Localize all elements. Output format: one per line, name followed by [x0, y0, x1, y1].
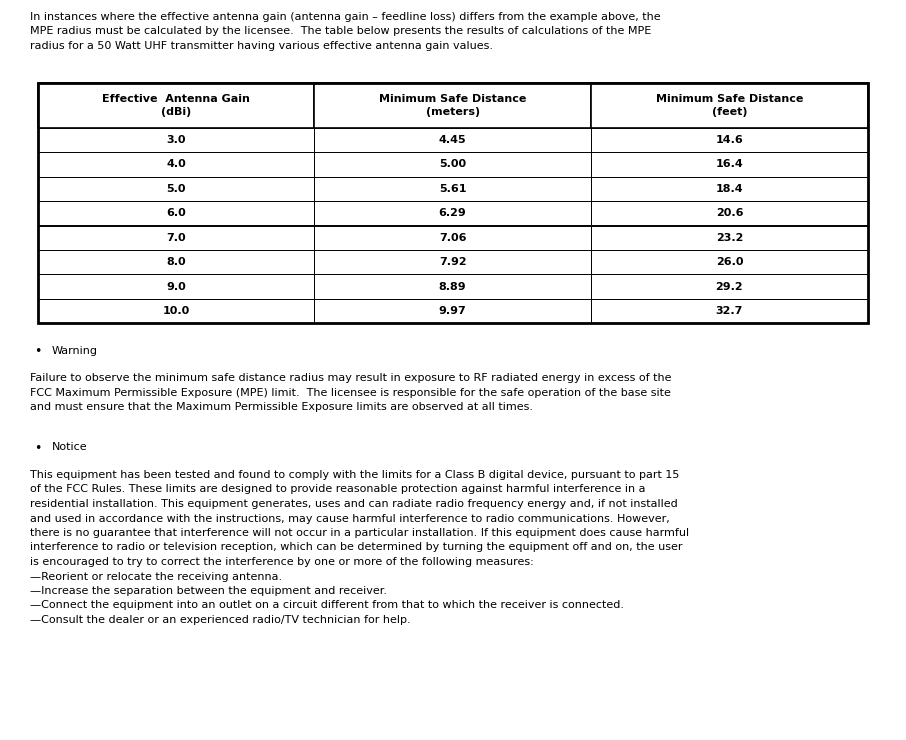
Text: 5.00: 5.00	[439, 159, 467, 169]
Bar	[591, 127, 868, 152]
Text: 5.61: 5.61	[439, 184, 467, 194]
Bar	[314, 299, 591, 323]
Bar	[591, 299, 868, 323]
Bar	[38, 84, 314, 127]
Text: 14.6: 14.6	[716, 135, 743, 145]
Text: and used in accordance with the instructions, may cause harmful interference to : and used in accordance with the instruct…	[30, 514, 670, 523]
Bar	[314, 152, 591, 177]
Bar	[591, 250, 868, 275]
Text: there is no guarantee that interference will not occur in a particular installat: there is no guarantee that interference …	[30, 528, 689, 538]
Bar	[591, 84, 868, 127]
Text: 7.92: 7.92	[439, 258, 467, 267]
Text: interference to radio or television reception, which can be determined by turnin: interference to radio or television rece…	[30, 542, 682, 553]
Text: 4.0: 4.0	[167, 159, 186, 169]
Text: and must ensure that the Maximum Permissible Exposure limits are observed at all: and must ensure that the Maximum Permiss…	[30, 403, 533, 412]
Text: 5.0: 5.0	[167, 184, 186, 194]
Text: —Connect the equipment into an outlet on a circuit different from that to which : —Connect the equipment into an outlet on…	[30, 600, 624, 610]
Text: is encouraged to try to correct the interference by one or more of the following: is encouraged to try to correct the inte…	[30, 557, 534, 567]
Text: 6.0: 6.0	[167, 208, 186, 218]
Text: of the FCC Rules. These limits are designed to provide reasonable protection aga: of the FCC Rules. These limits are desig…	[30, 485, 645, 494]
Bar	[38, 201, 314, 226]
Bar	[38, 152, 314, 177]
Bar	[38, 177, 314, 201]
Text: 8.0: 8.0	[167, 258, 186, 267]
Text: 6.29: 6.29	[439, 208, 467, 218]
Text: 23.2: 23.2	[716, 233, 743, 243]
Text: 20.6: 20.6	[716, 208, 743, 218]
Text: 7.06: 7.06	[439, 233, 467, 243]
Text: Failure to observe the minimum safe distance radius may result in exposure to RF: Failure to observe the minimum safe dist…	[30, 374, 671, 383]
Bar	[314, 177, 591, 201]
Text: residential installation. This equipment generates, uses and can radiate radio f: residential installation. This equipment…	[30, 499, 678, 509]
Bar	[591, 275, 868, 299]
Bar	[314, 226, 591, 250]
Bar	[591, 226, 868, 250]
Text: —Reorient or relocate the receiving antenna.: —Reorient or relocate the receiving ante…	[30, 571, 282, 582]
Bar	[314, 84, 591, 127]
Text: 8.89: 8.89	[439, 282, 467, 292]
Bar	[591, 177, 868, 201]
Text: MPE radius must be calculated by the licensee.  The table below presents the res: MPE radius must be calculated by the lic…	[30, 27, 651, 36]
Bar	[591, 201, 868, 226]
Bar	[38, 250, 314, 275]
Text: In instances where the effective antenna gain (antenna gain – feedline loss) dif: In instances where the effective antenna…	[30, 12, 660, 22]
Text: 16.4: 16.4	[716, 159, 743, 169]
Text: 7.0: 7.0	[167, 233, 186, 243]
Text: 26.0: 26.0	[716, 258, 743, 267]
Text: 4.45: 4.45	[439, 135, 467, 145]
Text: 32.7: 32.7	[716, 306, 743, 316]
Bar	[314, 275, 591, 299]
Bar	[314, 250, 591, 275]
Bar	[38, 84, 868, 323]
Text: •: •	[34, 442, 42, 455]
Text: —Increase the separation between the equipment and receiver.: —Increase the separation between the equ…	[30, 586, 387, 596]
Text: 3.0: 3.0	[167, 135, 186, 145]
Text: 29.2: 29.2	[716, 282, 743, 292]
Text: Minimum Safe Distance
(feet): Minimum Safe Distance (feet)	[656, 94, 803, 117]
Bar	[591, 152, 868, 177]
Text: —Consult the dealer or an experienced radio/TV technician for help.: —Consult the dealer or an experienced ra…	[30, 615, 410, 625]
Text: FCC Maximum Permissible Exposure (MPE) limit.  The licensee is responsible for t: FCC Maximum Permissible Exposure (MPE) l…	[30, 388, 670, 398]
Text: 10.0: 10.0	[162, 306, 190, 316]
Text: Effective  Antenna Gain
(dBi): Effective Antenna Gain (dBi)	[102, 94, 250, 117]
Bar	[314, 127, 591, 152]
Bar	[38, 127, 314, 152]
Text: 9.97: 9.97	[439, 306, 467, 316]
Bar	[38, 226, 314, 250]
Text: Minimum Safe Distance
(meters): Minimum Safe Distance (meters)	[379, 94, 526, 117]
Text: radius for a 50 Watt UHF transmitter having various effective antenna gain value: radius for a 50 Watt UHF transmitter hav…	[30, 41, 493, 51]
Text: 9.0: 9.0	[167, 282, 186, 292]
Bar	[38, 299, 314, 323]
Text: •: •	[34, 346, 42, 358]
Bar	[38, 275, 314, 299]
Text: Notice: Notice	[52, 442, 88, 452]
Text: This equipment has been tested and found to comply with the limits for a Class B: This equipment has been tested and found…	[30, 470, 680, 480]
Text: 18.4: 18.4	[716, 184, 743, 194]
Bar	[314, 201, 591, 226]
Text: Warning: Warning	[52, 346, 98, 355]
